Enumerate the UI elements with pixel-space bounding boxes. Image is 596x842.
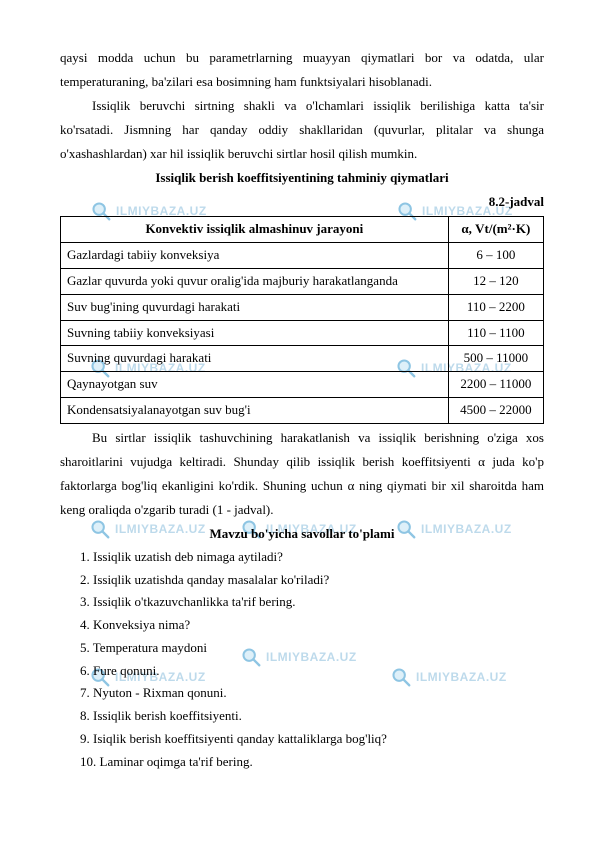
- table-cell-value: 6 – 100: [448, 243, 543, 269]
- questions-title: Mavzu bo'yicha savollar to'plami: [60, 522, 544, 546]
- list-item: 3. Issiqlik o'tkazuvchanlikka ta'rif ber…: [80, 591, 544, 614]
- table-row: Suvning tabiiy konveksiyasi110 – 1100: [61, 320, 544, 346]
- table-cell-process: Suvning tabiiy konveksiyasi: [61, 320, 449, 346]
- table-row: Suvning quvurdagi harakati500 – 11000: [61, 346, 544, 372]
- table-header-value: α, Vt/(m²·K): [448, 217, 543, 243]
- list-item: 5. Temperatura maydoni: [80, 637, 544, 660]
- table-row: Suv bug'ining quvurdagi harakati110 – 22…: [61, 294, 544, 320]
- list-item: 9. Isiqlik berish koeffitsiyenti qanday …: [80, 728, 544, 751]
- table-cell-process: Kondensatsiyalanayotgan suv bug'i: [61, 397, 449, 423]
- list-item: 10. Laminar oqimga ta'rif bering.: [80, 751, 544, 774]
- table-cell-value: 110 – 1100: [448, 320, 543, 346]
- list-item: 4. Konveksiya nima?: [80, 614, 544, 637]
- table-row: Gazlardagi tabiiy konveksiya6 – 100: [61, 243, 544, 269]
- paragraph-3: Bu sirtlar issiqlik tashuvchining haraka…: [60, 426, 544, 522]
- table-header-process: Konvektiv issiqlik almashinuv jarayoni: [61, 217, 449, 243]
- table-cell-value: 110 – 2200: [448, 294, 543, 320]
- table-cell-value: 4500 – 22000: [448, 397, 543, 423]
- list-item: 1. Issiqlik uzatish deb nimaga aytiladi?: [80, 546, 544, 569]
- table-number: 8.2-jadval: [60, 190, 544, 214]
- table-cell-value: 500 – 11000: [448, 346, 543, 372]
- table-cell-process: Gazlar quvurda yoki quvur oralig'ida maj…: [61, 268, 449, 294]
- questions-list: 1. Issiqlik uzatish deb nimaga aytiladi?…: [60, 546, 544, 774]
- list-item: 7. Nyuton - Rixman qonuni.: [80, 682, 544, 705]
- table-cell-value: 12 – 120: [448, 268, 543, 294]
- table-cell-value: 2200 – 11000: [448, 372, 543, 398]
- table-cell-process: Gazlardagi tabiiy konveksiya: [61, 243, 449, 269]
- list-item: 2. Issiqlik uzatishda qanday masalalar k…: [80, 569, 544, 592]
- paragraph-1: qaysi modda uchun bu parametrlarning mua…: [60, 46, 544, 94]
- coefficient-table: Konvektiv issiqlik almashinuv jarayoni α…: [60, 216, 544, 423]
- paragraph-2: Issiqlik beruvchi sirtning shakli va o'l…: [60, 94, 544, 166]
- table-row: Kondensatsiyalanayotgan suv bug'i4500 – …: [61, 397, 544, 423]
- table-title: Issiqlik berish koeffitsiyentining tahmi…: [60, 166, 544, 190]
- table-row: Gazlar quvurda yoki quvur oralig'ida maj…: [61, 268, 544, 294]
- table-cell-process: Qaynayotgan suv: [61, 372, 449, 398]
- table-row: Qaynayotgan suv2200 – 11000: [61, 372, 544, 398]
- table-cell-process: Suv bug'ining quvurdagi harakati: [61, 294, 449, 320]
- list-item: 6. Fure qonuni.: [80, 660, 544, 683]
- list-item: 8. Issiqlik berish koeffitsiyenti.: [80, 705, 544, 728]
- table-cell-process: Suvning quvurdagi harakati: [61, 346, 449, 372]
